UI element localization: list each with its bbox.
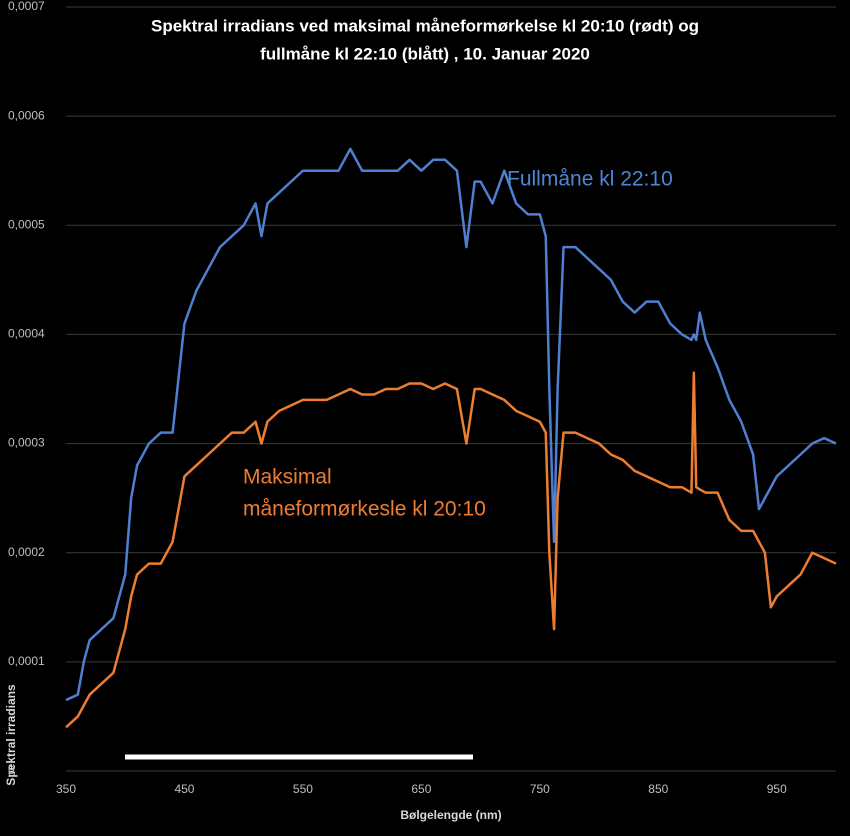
y-tick-label: 0,0001 — [8, 654, 45, 668]
chart-title: Spektral irradians ved maksimal måneform… — [151, 16, 699, 35]
y-tick-label: 0,0006 — [8, 108, 45, 122]
x-axis-label: Bølgelengde (nm) — [400, 808, 501, 822]
x-tick-label: 750 — [530, 782, 550, 796]
annotation: måneformørkesle kl 20:10 — [243, 498, 486, 521]
data-line — [65, 147, 837, 702]
x-tick-label: 650 — [411, 782, 431, 796]
annotation: Fullmåne kl 22:10 — [507, 168, 673, 191]
x-tick-label: 550 — [293, 782, 313, 796]
y-axis-label: Spektral irradians — [4, 684, 18, 786]
y-tick-label: 0 — [8, 763, 15, 777]
y-tick-label: 0,0007 — [8, 0, 45, 13]
y-tick-label: 0,0003 — [8, 436, 45, 450]
x-tick-label: 350 — [56, 782, 76, 796]
y-tick-label: 0,0005 — [8, 217, 45, 231]
y-tick-label: 0,0002 — [8, 545, 45, 559]
annotation: Maksimal — [243, 466, 332, 489]
x-tick-label: 850 — [648, 782, 668, 796]
x-tick-label: 450 — [174, 782, 194, 796]
chart-title: fullmåne kl 22:10 (blått) , 10. Januar 2… — [260, 44, 590, 63]
data-line — [65, 371, 837, 729]
x-tick-label: 950 — [767, 782, 787, 796]
grid — [66, 6, 836, 772]
y-tick-label: 0,0004 — [8, 327, 45, 341]
